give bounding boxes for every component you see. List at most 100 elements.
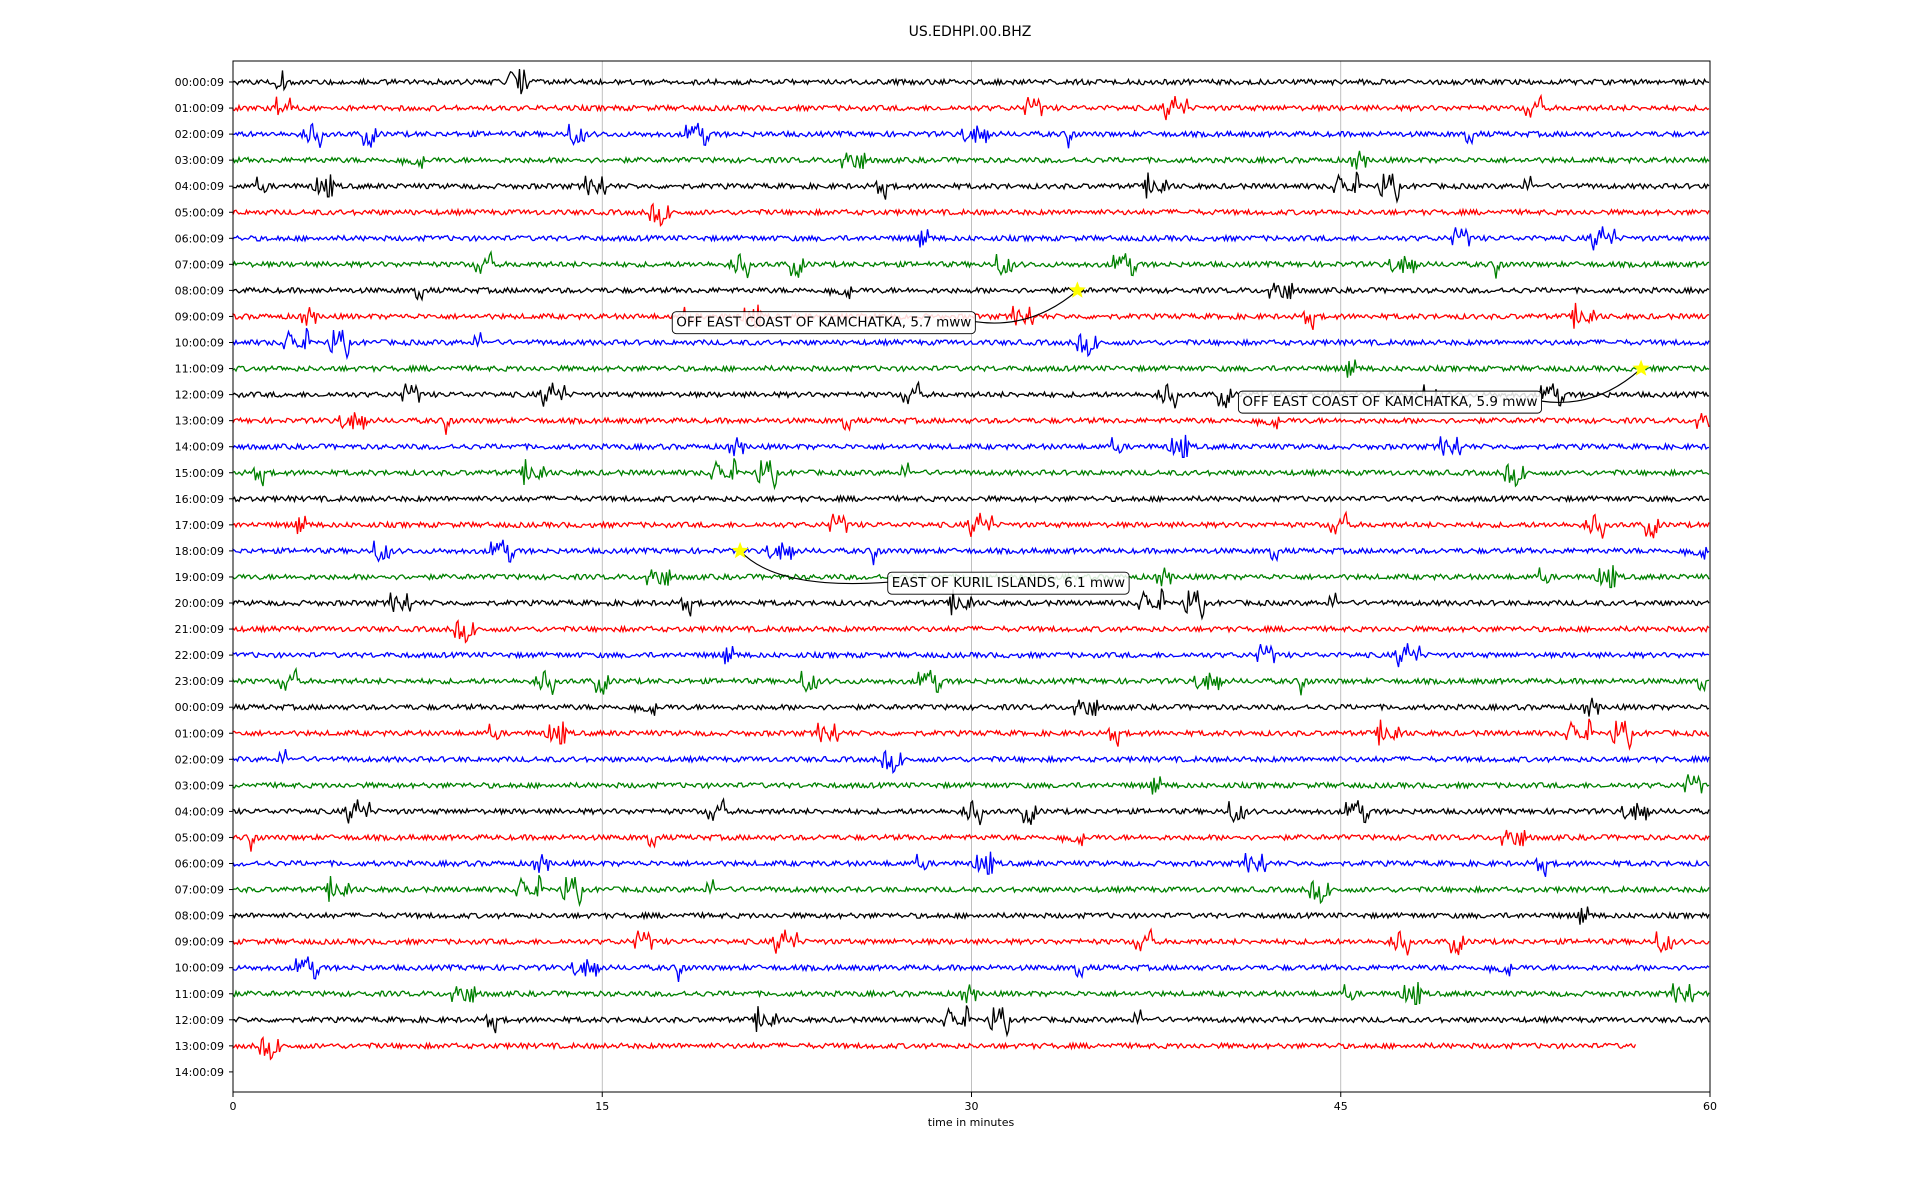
- event-label-box: [1237, 390, 1542, 414]
- row-time-label: 18:00:09: [175, 545, 224, 558]
- row-time-label: 09:00:09: [175, 310, 224, 323]
- row-time-label: 02:00:09: [175, 128, 224, 141]
- row-time-label: 19:00:09: [175, 571, 224, 584]
- trace-row-21: [232, 619, 1710, 644]
- trace-row-0: [232, 69, 1710, 95]
- trace-row-17: [232, 510, 1710, 539]
- event-connector: [1541, 368, 1642, 404]
- trace-row-37: [232, 1035, 1637, 1061]
- row-time-label: 05:00:09: [175, 831, 224, 844]
- row-time-label: 00:00:09: [175, 701, 224, 714]
- trace-row-13: [232, 412, 1710, 435]
- row-time-label: 16:00:09: [175, 493, 224, 506]
- row-time-label: 21:00:09: [175, 623, 224, 636]
- trace-row-32: [232, 906, 1710, 925]
- event-star-marker: [1068, 281, 1086, 298]
- trace-row-11: [232, 359, 1710, 378]
- trace-row-22: [232, 643, 1710, 668]
- row-time-label: 04:00:09: [175, 180, 224, 193]
- trace-row-31: [232, 874, 1710, 908]
- event-star-marker: [731, 541, 749, 559]
- row-time-label: 14:00:09: [175, 441, 224, 454]
- trace-row-25: [232, 718, 1709, 751]
- event-annotation-2: EAST OF KURIL ISLANDS, 6.1 mww: [731, 541, 1130, 595]
- trace-row-2: [232, 122, 1710, 149]
- trace-row-24: [232, 697, 1710, 717]
- row-time-label: 22:00:09: [175, 649, 224, 662]
- event-label-box: [671, 311, 976, 335]
- trace-row-3: [232, 150, 1710, 170]
- trace-row-14: [232, 434, 1710, 458]
- trace-row-34: [232, 956, 1710, 982]
- trace-row-1: [232, 93, 1710, 121]
- x-tick-label: 0: [230, 1100, 237, 1113]
- row-time-label: 00:00:09: [175, 76, 224, 89]
- row-time-label: 05:00:09: [175, 206, 224, 219]
- row-time-label: 20:00:09: [175, 597, 224, 610]
- row-time-label: 06:00:09: [175, 232, 224, 245]
- event-annotation-0: OFF EAST COAST OF KAMCHATKA, 5.7 mww: [671, 281, 1086, 335]
- trace-row-8: [232, 282, 1710, 302]
- trace-row-18: [232, 539, 1710, 566]
- traces: [232, 69, 1710, 1061]
- event-star-marker: [1632, 359, 1650, 376]
- trace-row-15: [232, 458, 1710, 491]
- event-annotation-1: OFF EAST COAST OF KAMCHATKA, 5.9 mww: [1237, 359, 1650, 414]
- row-time-label: 15:00:09: [175, 467, 224, 480]
- row-time-label: 07:00:09: [175, 258, 224, 271]
- row-time-label: 23:00:09: [175, 675, 224, 688]
- row-time-label: 07:00:09: [175, 884, 224, 897]
- event-annotations: OFF EAST COAST OF KAMCHATKA, 5.7 mww OFF …: [671, 281, 1650, 595]
- row-time-label: 09:00:09: [175, 936, 224, 949]
- x-tick-label: 15: [595, 1100, 609, 1113]
- trace-row-16: [232, 494, 1710, 504]
- trace-row-20: [232, 588, 1710, 621]
- row-time-label: 08:00:09: [175, 284, 224, 297]
- row-time-label: 12:00:09: [175, 389, 224, 402]
- trace-row-26: [232, 748, 1710, 775]
- row-time-label: 03:00:09: [175, 154, 224, 167]
- row-time-label: 13:00:09: [175, 1040, 224, 1053]
- trace-row-5: [232, 202, 1710, 228]
- trace-row-36: [232, 1005, 1710, 1038]
- x-axis-label: time in minutes: [928, 1116, 1015, 1129]
- row-time-label: 06:00:09: [175, 858, 224, 871]
- x-tick-label: 60: [1703, 1100, 1717, 1113]
- trace-row-35: [232, 981, 1710, 1005]
- row-time-label: 11:00:09: [175, 988, 224, 1001]
- trace-row-7: [232, 250, 1710, 279]
- trace-row-30: [232, 851, 1710, 877]
- row-time-label: 11:00:09: [175, 363, 224, 376]
- chart-title: US.EDHPI.00.BHZ: [909, 24, 1032, 40]
- row-time-label: 17:00:09: [175, 519, 224, 532]
- row-time-label: 04:00:09: [175, 805, 224, 818]
- trace-row-27: [232, 774, 1710, 795]
- event-label: OFF EAST COAST OF KAMCHATKA, 5.9 mww: [1242, 394, 1537, 410]
- x-tick-label: 30: [965, 1100, 979, 1113]
- event-label-box: [887, 571, 1130, 595]
- row-time-label: 03:00:09: [175, 779, 224, 792]
- row-time-label: 12:00:09: [175, 1014, 224, 1027]
- row-time-label: 01:00:09: [175, 727, 224, 740]
- row-time-label: 13:00:09: [175, 415, 224, 428]
- row-time-label: 02:00:09: [175, 753, 224, 766]
- row-time-labels: 00:00:09 01:00:09 02:00:09 03:00:09 04:00:09…: [175, 76, 233, 1079]
- event-connector: [739, 550, 888, 585]
- trace-row-33: [232, 927, 1710, 956]
- row-time-label: 10:00:09: [175, 337, 224, 350]
- event-label: OFF EAST COAST OF KAMCHATKA, 5.7 mww: [676, 315, 971, 331]
- trace-row-6: [232, 226, 1710, 251]
- trace-row-4: [232, 171, 1710, 204]
- trace-row-29: [232, 829, 1710, 852]
- row-time-label: 14:00:09: [175, 1066, 224, 1079]
- trace-row-10: [232, 327, 1710, 361]
- row-time-label: 10:00:09: [175, 962, 224, 975]
- row-time-label: 01:00:09: [175, 102, 224, 115]
- event-connector: [975, 289, 1078, 324]
- row-time-label: 08:00:09: [175, 910, 224, 923]
- x-tick-label: 45: [1334, 1100, 1348, 1113]
- trace-row-28: [232, 797, 1710, 826]
- trace-row-23: [232, 666, 1710, 696]
- event-label: EAST OF KURIL ISLANDS, 6.1 mww: [892, 575, 1125, 591]
